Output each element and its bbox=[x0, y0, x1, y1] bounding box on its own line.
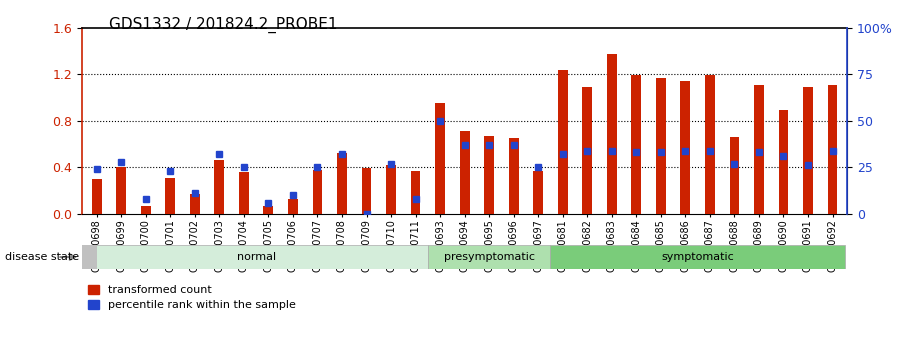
Bar bbox=[141, 206, 150, 214]
Bar bbox=[533, 171, 543, 214]
Bar bbox=[607, 55, 617, 214]
Bar bbox=[779, 110, 788, 214]
Bar bbox=[214, 160, 224, 214]
Bar bbox=[166, 178, 175, 214]
Bar bbox=[631, 75, 641, 214]
Bar bbox=[337, 153, 347, 214]
Bar bbox=[558, 69, 568, 214]
Bar bbox=[362, 168, 372, 214]
Text: disease state: disease state bbox=[5, 252, 78, 262]
Bar bbox=[508, 138, 518, 214]
Bar bbox=[411, 171, 421, 214]
Bar bbox=[288, 199, 298, 214]
Bar bbox=[189, 194, 200, 214]
Bar bbox=[263, 206, 273, 214]
Bar bbox=[312, 170, 322, 214]
Bar bbox=[82, 245, 97, 269]
Bar bbox=[804, 87, 813, 214]
Text: normal: normal bbox=[237, 252, 276, 262]
Bar bbox=[730, 137, 740, 214]
Legend: transformed count, percentile rank within the sample: transformed count, percentile rank withi… bbox=[87, 285, 295, 310]
Bar bbox=[117, 167, 126, 214]
Bar bbox=[681, 81, 691, 214]
Bar bbox=[827, 85, 837, 214]
Bar bbox=[485, 136, 494, 214]
Text: symptomatic: symptomatic bbox=[661, 252, 734, 262]
Bar bbox=[239, 172, 249, 214]
Bar bbox=[85, 245, 428, 269]
Bar bbox=[460, 131, 469, 214]
Text: GDS1332 / 201824.2_PROBE1: GDS1332 / 201824.2_PROBE1 bbox=[109, 17, 338, 33]
Bar bbox=[92, 179, 102, 214]
Bar bbox=[582, 87, 592, 214]
Text: presymptomatic: presymptomatic bbox=[444, 252, 535, 262]
Bar bbox=[550, 245, 844, 269]
Bar bbox=[754, 85, 763, 214]
Bar bbox=[428, 245, 550, 269]
Bar bbox=[435, 103, 445, 214]
Bar bbox=[656, 78, 666, 214]
Bar bbox=[386, 165, 396, 214]
Bar bbox=[705, 75, 715, 214]
